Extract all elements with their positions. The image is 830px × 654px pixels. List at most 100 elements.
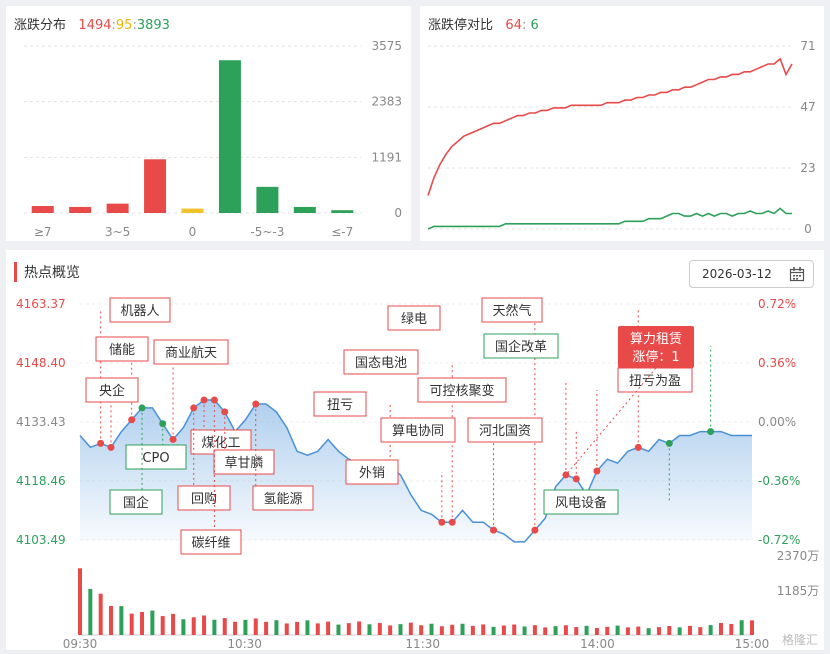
volume-bar (367, 624, 372, 635)
volume-bar (460, 623, 465, 635)
annotation-box (85, 377, 139, 403)
annotation-label: 国企 (123, 495, 149, 511)
volume-bar (563, 625, 568, 635)
volume-bar (677, 627, 682, 635)
annotation-label: 国企改革 (495, 339, 547, 355)
y-tick-right: 0.00% (758, 415, 796, 429)
annotation-marker (572, 475, 580, 483)
volume-bar (315, 623, 320, 635)
annotation-label: 回购 (191, 491, 217, 507)
watermark: 格隆汇 (781, 633, 818, 647)
volume-bar (222, 618, 227, 635)
annotation-label: 商业航天 (165, 345, 217, 361)
volume-bar (191, 617, 196, 635)
volume-bar (109, 606, 114, 635)
volume-bar (656, 627, 661, 635)
limit-up-count: 64 (505, 18, 522, 33)
y-tick-left: 4133.43 (16, 415, 66, 429)
distribution-title: 涨跌分布 1494:95:3893 (14, 14, 170, 33)
tooltip-line1: 算力租赁 (630, 332, 682, 347)
annotation-box (125, 444, 187, 470)
bar-5 (218, 60, 241, 213)
volume-bar (408, 622, 413, 635)
annotation-marker (531, 526, 539, 534)
tooltip-box (618, 326, 694, 368)
annotation-box (109, 297, 171, 323)
volume-bar (357, 621, 362, 635)
y-tick-left: 4118.46 (16, 474, 66, 488)
volume-bar (687, 625, 692, 635)
y-tick-label: 0 (394, 206, 402, 220)
annotation-box (617, 367, 693, 393)
limit-title: 涨跌停对比 64: 6 (428, 14, 539, 33)
separator: : (132, 18, 137, 33)
annotation-box (343, 349, 419, 375)
annotation-marker (159, 420, 167, 428)
annotation-box (177, 485, 231, 511)
volume-bar (160, 616, 165, 635)
volume-bar (470, 625, 475, 635)
bar-0 (31, 205, 54, 213)
annotation-box (380, 417, 456, 443)
y-tick-right: -0.36% (758, 474, 800, 488)
x-tick-label: ≤-7 (331, 225, 353, 239)
volume-bar (532, 625, 537, 635)
date-picker[interactable]: 2026-03-12 (689, 260, 814, 288)
volume-bar (450, 624, 455, 635)
y-tick-right: 0.72% (758, 297, 796, 311)
limit-panel: 涨跌停对比 64: 6 71 47 23 0 (420, 6, 824, 241)
volume-bar (377, 623, 382, 635)
bar-7 (293, 206, 316, 213)
y-tick-label: 0 (804, 222, 812, 236)
volume-tick: 1185万 (777, 584, 820, 598)
volume-bar (171, 613, 176, 635)
annotation-label: 氢能源 (263, 492, 302, 507)
annotation-marker (448, 518, 456, 526)
volume-bar (243, 619, 248, 635)
annotation-marker (169, 435, 177, 443)
bar-8 (331, 210, 354, 213)
tooltip-leader (565, 367, 657, 476)
volume-bar (326, 621, 331, 635)
annotation-label: 风电设备 (555, 495, 607, 511)
annotation-marker (128, 416, 136, 424)
annotation-label: CPO (142, 451, 169, 466)
bar-6 (256, 186, 279, 213)
volume-bar (543, 627, 548, 635)
hot-title: 热点概览 (14, 262, 80, 282)
volume-bar (553, 626, 558, 635)
annotation-marker (97, 439, 105, 447)
volume-bar (284, 623, 289, 635)
annotation-label: 机器人 (120, 304, 159, 319)
annotation-box (387, 305, 441, 331)
annotation-box (109, 489, 163, 515)
volume-bar (295, 621, 300, 635)
annotation-marker (107, 443, 115, 451)
annotation-label: 草甘膦 (224, 456, 263, 471)
x-tick-label: 09:30 (63, 637, 98, 650)
annotation-box (153, 339, 229, 365)
separator: : (111, 18, 116, 33)
volume-bar (88, 588, 93, 635)
annotation-marker (707, 428, 715, 436)
x-tick-label: 3~5 (105, 225, 130, 239)
hot-panel: 热点概览 2026-03-12 4163.37 0.72% 4148.40 0.36%… (6, 250, 824, 650)
x-tick-label: -5~-3 (250, 225, 284, 239)
x-tick-label: 11:30 (405, 637, 440, 650)
annotation-marker (221, 408, 229, 416)
y-tick-label: 47 (800, 100, 815, 114)
volume-bar (439, 626, 444, 635)
y-tick-left: 4103.49 (16, 533, 66, 547)
volume-bar (574, 627, 579, 635)
bar-3 (144, 159, 167, 213)
annotation-label: 扭亏为盈 (629, 374, 681, 389)
annotation-label: 扭亏 (327, 398, 353, 413)
volume-bar (491, 626, 496, 635)
annotation-label: 外销 (359, 466, 385, 481)
x-tick-label: 0 (189, 225, 197, 239)
volume-bar (636, 626, 641, 635)
distribution-panel: 涨跌分布 1494:95:3893 3575 2383 1191 0 ≥7 3~5 0 -5~… (6, 6, 411, 241)
volume-bar (212, 619, 217, 635)
annotation-box (345, 459, 399, 485)
annotation-box (252, 485, 314, 511)
